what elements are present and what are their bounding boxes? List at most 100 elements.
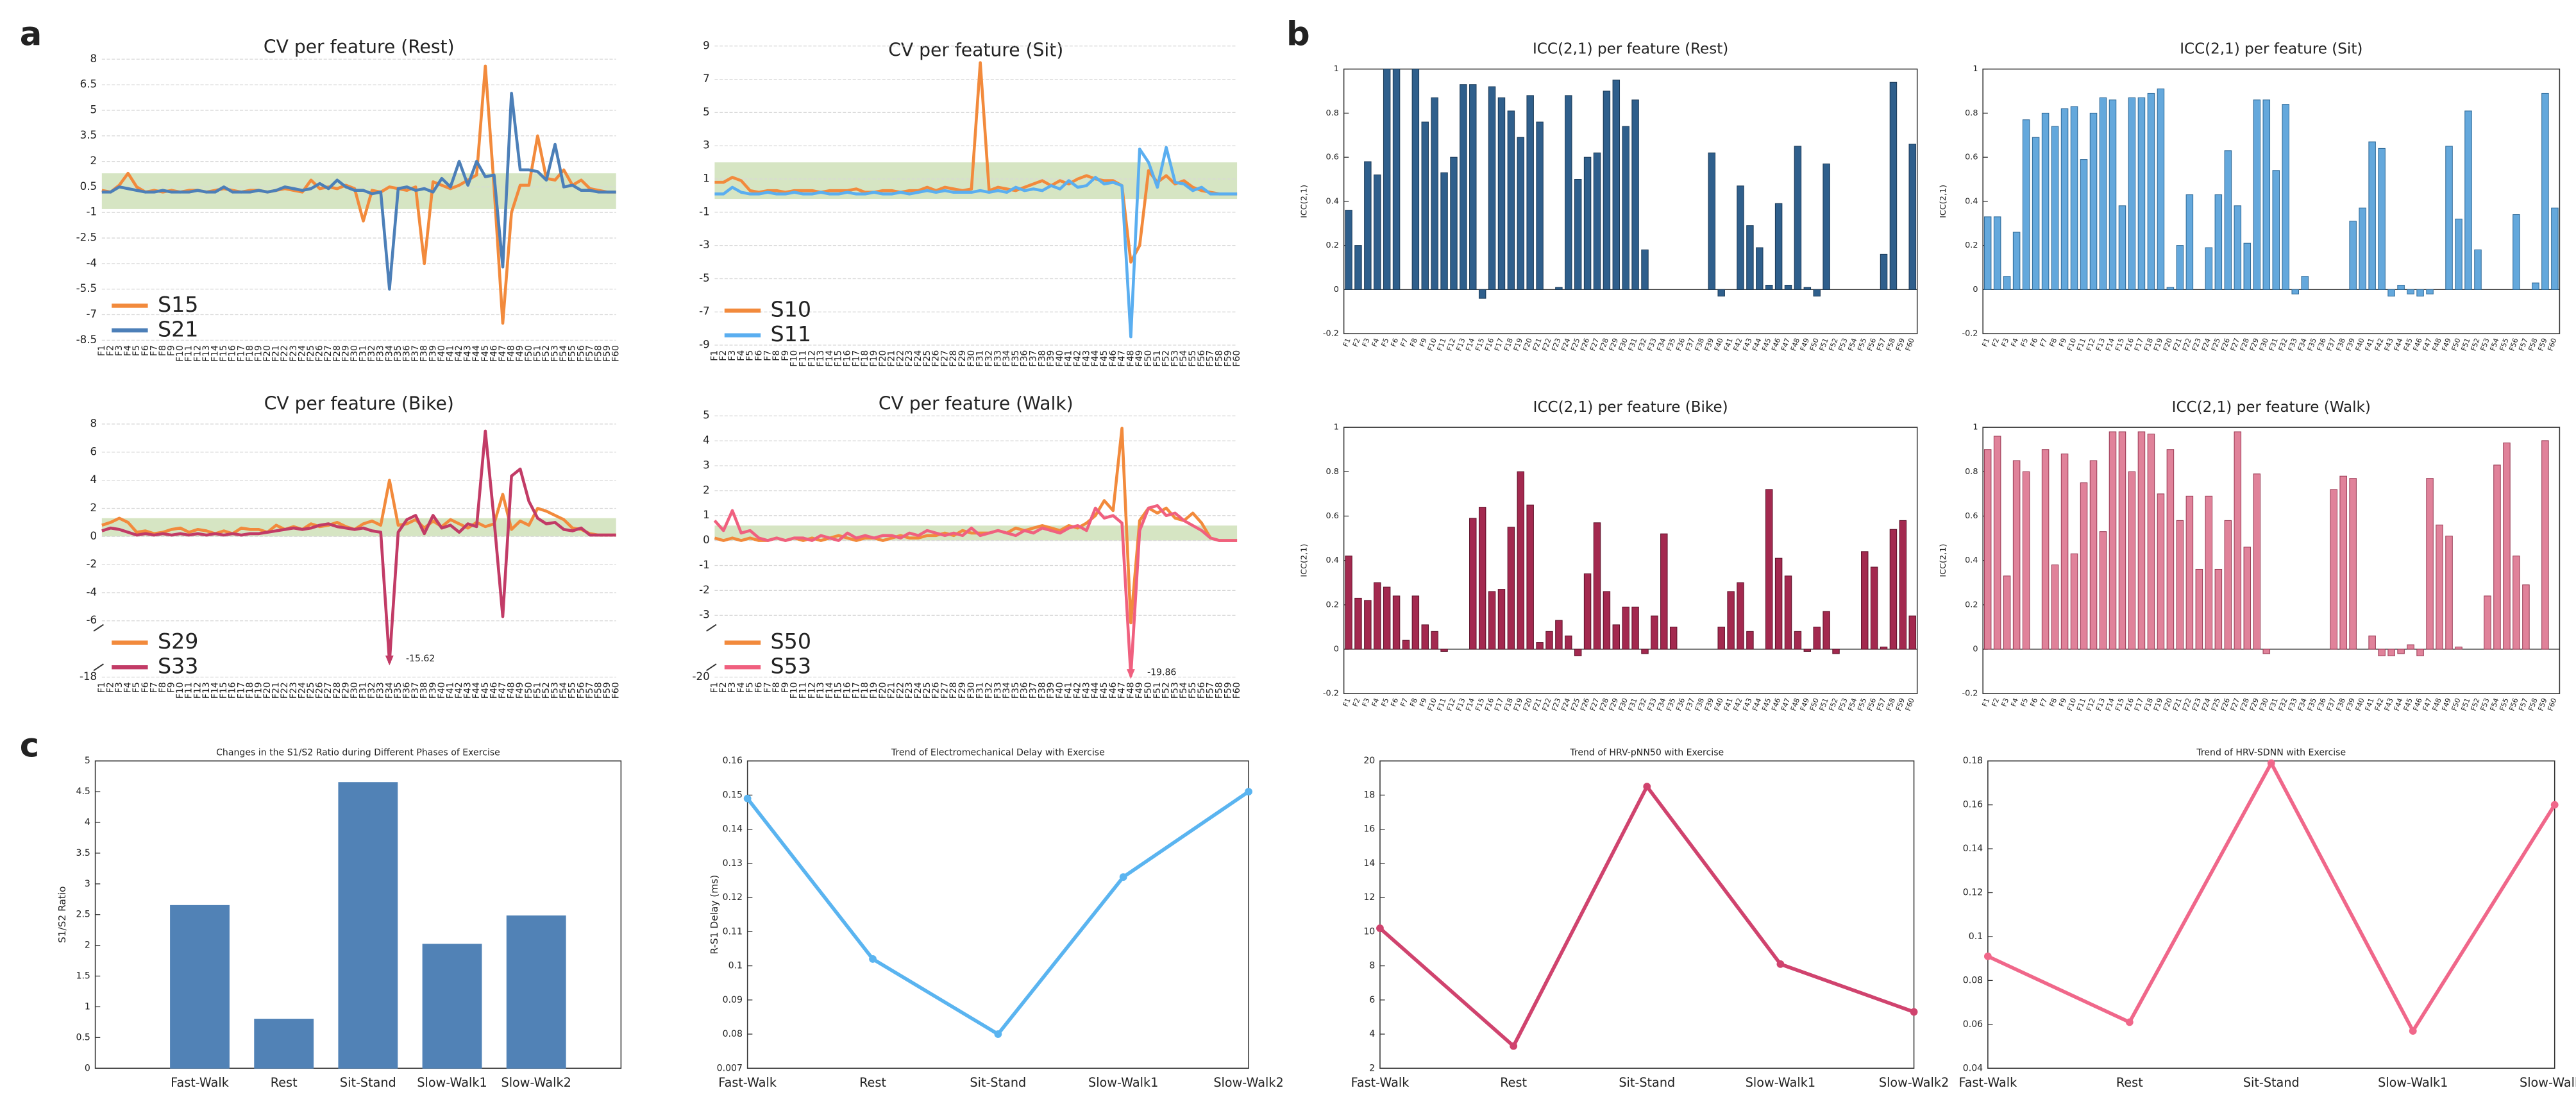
y-tick-label: -7 (699, 305, 710, 318)
y-tick-label: 4.5 (76, 786, 90, 797)
x-tick-label: F58 (594, 345, 604, 362)
x-tick-label: F57 (1206, 682, 1216, 699)
x-tick-label: F5 (745, 350, 755, 361)
x-tick-label: F50 (1143, 682, 1154, 699)
y-tick-label: 1 (85, 1001, 90, 1012)
x-tick-label: F15 (834, 350, 844, 367)
bar (1889, 529, 1898, 650)
x-tick-label: F14 (1464, 337, 1476, 352)
bar (1823, 163, 1830, 290)
x-tick-label: F10 (1426, 697, 1438, 712)
x-tick-label: F59 (2536, 697, 2548, 712)
bar (1737, 185, 1744, 290)
x-tick-label: F57 (1875, 697, 1887, 712)
x-tick-label: F30 (1617, 337, 1629, 352)
y-tick-label: 6.5 (80, 78, 97, 90)
bar (2359, 207, 2366, 290)
bar (2503, 442, 2511, 650)
x-tick-label: F36 (1020, 350, 1030, 367)
x-tick-label: F47 (1117, 682, 1127, 699)
bar (1536, 642, 1544, 650)
y-axis-label: S1/S2 Ratio (56, 886, 68, 943)
x-tick-label: F7 (762, 350, 773, 361)
x-tick-label: F7 (149, 682, 159, 693)
bar (1392, 595, 1401, 650)
y-tick-label: 1 (1973, 64, 1978, 74)
x-tick-label: F17 (851, 682, 861, 699)
bar (1354, 245, 1362, 290)
x-tick-label: F53 (1837, 697, 1849, 712)
x-tick-label: Sit-Stand (2243, 1075, 2300, 1090)
y-tick-label: 0.14 (1963, 844, 1983, 854)
chart-title: CV per feature (Sit) (888, 39, 1063, 60)
data-line (101, 92, 616, 291)
x-tick-label: F7 (762, 682, 773, 693)
x-tick-label: F24 (913, 350, 923, 367)
x-tick-label: F27 (939, 682, 950, 699)
x-tick-label: F29 (2248, 337, 2260, 352)
y-tick-label: 8 (90, 418, 97, 430)
data-point (1983, 952, 1992, 960)
x-tick-label: F47 (1780, 337, 1792, 352)
x-tick-label: Rest (271, 1075, 298, 1090)
y-tick-label: 0.5 (76, 1032, 90, 1042)
x-tick-label: F39 (428, 345, 438, 362)
x-tick-label: F55 (1188, 350, 1198, 367)
bar (1784, 575, 1792, 650)
x-tick-label: F21 (887, 350, 897, 367)
x-tick-label: F32 (2277, 337, 2289, 352)
x-tick-label: F22 (280, 345, 290, 362)
chart-title: Changes in the S1/S2 Ratio during Differ… (216, 747, 500, 758)
y-tick-label: 0 (1334, 644, 1339, 654)
bar (2378, 148, 2386, 290)
x-tick-label: F18 (245, 682, 255, 699)
axis-break-mark (706, 624, 717, 632)
x-tick-label: F50 (2450, 697, 2462, 712)
data-point (994, 1030, 1002, 1038)
bar (2147, 434, 2155, 650)
x-tick-label: F15 (2114, 337, 2126, 352)
x-tick-label: F36 (2316, 697, 2328, 712)
x-tick-label: F33 (993, 350, 1003, 367)
x-tick-label: F11 (1436, 337, 1448, 352)
x-tick-label: Slow-Walk1 (417, 1075, 487, 1090)
x-tick-label: F1 (1981, 337, 1992, 348)
y-tick-label: 0.8 (1965, 467, 1978, 477)
y-tick-label: 0.4 (1965, 556, 1978, 565)
x-tick-label: F31 (358, 345, 369, 362)
x-tick-label: F45 (1760, 337, 1772, 352)
bar (2224, 150, 2232, 290)
x-tick-label: F40 (1055, 350, 1065, 367)
data-line (714, 146, 1238, 339)
x-tick-label: F15 (834, 682, 844, 699)
bar (2426, 289, 2434, 294)
x-tick-label: F27 (323, 345, 333, 362)
x-tick-label: F46 (1770, 697, 1782, 712)
y-tick-label: -8.5 (76, 334, 97, 346)
x-tick-label: F36 (1020, 682, 1030, 699)
x-tick-label: F53 (1170, 350, 1180, 367)
y-tick-label: -18 (80, 670, 97, 683)
bar (2262, 99, 2271, 290)
bar (1555, 287, 1563, 290)
bar (2397, 649, 2405, 654)
bar (1383, 586, 1391, 650)
x-tick-label: F35 (1011, 682, 1021, 699)
x-tick-label: F51 (2459, 337, 2471, 352)
x-tick-label: F44 (1090, 350, 1100, 367)
bar (1507, 110, 1515, 290)
y-tick-label: 0.2 (1965, 600, 1978, 609)
x-tick-label: F2 (1991, 337, 2001, 348)
y-tick-label: 0.6 (1326, 153, 1339, 162)
x-tick-label: F41 (1064, 350, 1074, 367)
x-tick-label: F44 (1751, 337, 1763, 352)
x-tick-label: Slow-Walk2 (2520, 1075, 2576, 1090)
x-tick-label: F40 (2354, 697, 2366, 712)
bar (1517, 137, 1525, 290)
x-tick-label: F53 (1170, 682, 1180, 699)
bar (1411, 595, 1420, 650)
x-tick-label: Sit-Stand (1619, 1075, 1675, 1090)
y-tick-label: 6 (90, 445, 97, 457)
x-tick-label: F43 (463, 682, 473, 699)
